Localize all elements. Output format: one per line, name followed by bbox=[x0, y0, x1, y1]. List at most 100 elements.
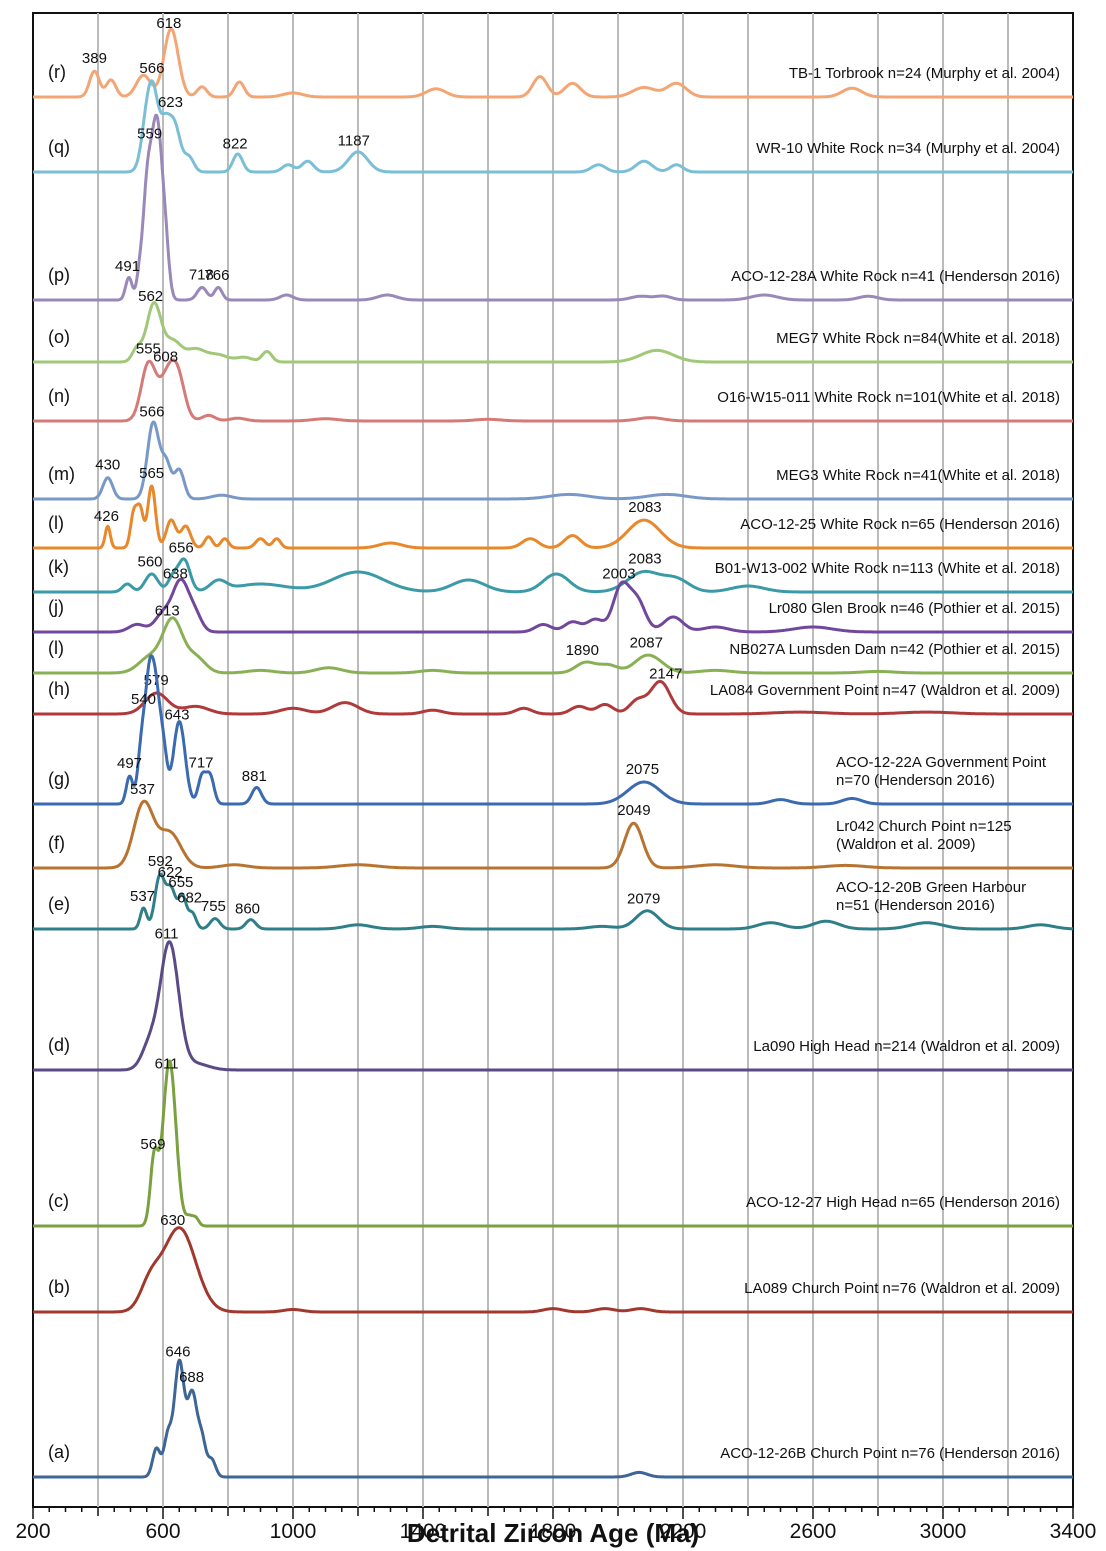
peak-label-1-3: 1187 bbox=[338, 133, 370, 150]
peak-label-1-1: 623 bbox=[158, 94, 183, 111]
series-2: (p) ACO-12-28A White Rock n=41 (Henderson… bbox=[32, 113, 1074, 302]
peak-label-13-0: 537 bbox=[130, 888, 155, 905]
series-line-9 bbox=[32, 616, 1074, 675]
series-16: (b) LA089 Church Point n=76 (Waldron et a… bbox=[32, 1212, 1074, 1314]
peak-label-17-1: 688 bbox=[179, 1369, 204, 1386]
peak-label-12-1: 2049 bbox=[617, 802, 650, 819]
peak-label-2-2: 718 bbox=[189, 267, 214, 284]
peak-label-13-4: 682 bbox=[177, 890, 202, 907]
series-0: (r) TB-1 Torbrook n=24 (Murphy et al. 200… bbox=[32, 15, 1074, 99]
grid-lines bbox=[97, 13, 1009, 1507]
series-letter-7: (k) bbox=[48, 557, 69, 577]
series-line-7 bbox=[32, 557, 1074, 594]
series-12: (f) Lr042 Church Point n=125(Waldron et a… bbox=[32, 781, 1074, 870]
peak-label-13-6: 860 bbox=[235, 901, 260, 918]
peak-label-7-0: 560 bbox=[137, 554, 162, 571]
series-letter-0: (r) bbox=[48, 62, 66, 82]
peak-label-4-0: 555 bbox=[136, 341, 161, 358]
peak-label-14-0: 611 bbox=[155, 926, 179, 943]
peak-label-13-3: 655 bbox=[168, 874, 193, 891]
series-9: (l) NB027A Lumsden Dam n=42 (Pothier et a… bbox=[32, 603, 1074, 675]
tick-label-600: 600 bbox=[145, 1520, 180, 1543]
tick-label-2600: 2600 bbox=[790, 1520, 837, 1543]
peak-label-11-0: 497 bbox=[117, 755, 142, 772]
peak-label-6-2: 2083 bbox=[628, 499, 661, 516]
peak-label-7-2: 2083 bbox=[628, 550, 661, 567]
series-letter-10: (h) bbox=[48, 679, 70, 699]
series-name-8: Lr080 Glen Brook n=46 (Pothier et al. 20… bbox=[769, 600, 1060, 617]
series-line-16 bbox=[32, 1226, 1074, 1314]
peak-label-1-2: 822 bbox=[223, 135, 248, 152]
series-line-17 bbox=[32, 1358, 1074, 1479]
series-line-8 bbox=[32, 577, 1074, 634]
series-15: (c) ACO-12-27 High Head n=65 (Henderson 2… bbox=[32, 1055, 1074, 1228]
series-name-16: LA089 Church Point n=76 (Waldron et al. … bbox=[744, 1280, 1060, 1297]
series-letter-4: (n) bbox=[48, 386, 70, 406]
series-letter-15: (c) bbox=[48, 1191, 69, 1211]
series-name2-13: n=51 (Henderson 2016) bbox=[836, 897, 995, 914]
peak-label-15-1: 611 bbox=[155, 1055, 179, 1072]
series-line-1 bbox=[32, 79, 1074, 174]
tick-label-2200: 2200 bbox=[660, 1520, 707, 1543]
series-name-13: ACO-12-20B Green Harbour bbox=[836, 879, 1026, 896]
series-letter-13: (e) bbox=[48, 894, 70, 914]
series-group: (r) TB-1 Torbrook n=24 (Murphy et al. 200… bbox=[32, 15, 1074, 1479]
series-line-10 bbox=[32, 679, 1074, 716]
peak-label-13-2: 622 bbox=[158, 864, 183, 881]
peak-label-2-1: 559 bbox=[137, 125, 162, 142]
series-3: (o) MEG7 White Rock n=84(White et al. 201… bbox=[32, 288, 1074, 364]
series-name-15: ACO-12-27 High Head n=65 (Henderson 2016… bbox=[746, 1194, 1060, 1211]
series-7: (k) B01-W13-002 White Rock n=113 (White e… bbox=[32, 540, 1074, 594]
peak-label-5-1: 566 bbox=[139, 403, 164, 420]
series-line-4 bbox=[32, 358, 1074, 423]
series-14: (d) La090 High Head n=214 (Waldron et al.… bbox=[32, 926, 1074, 1072]
peak-label-9-2: 2087 bbox=[630, 634, 663, 651]
peak-label-3-0: 562 bbox=[138, 288, 163, 305]
series-line-5 bbox=[32, 420, 1074, 501]
series-letter-9: (l) bbox=[48, 638, 64, 658]
series-line-12 bbox=[32, 799, 1074, 870]
series-line-2 bbox=[32, 113, 1074, 302]
peak-label-4-1: 608 bbox=[153, 348, 178, 365]
tick-label-3400: 3400 bbox=[1050, 1520, 1097, 1543]
series-name-6: ACO-12-25 White Rock n=65 (Henderson 201… bbox=[740, 516, 1060, 533]
series-name2-11: n=70 (Henderson 2016) bbox=[836, 772, 995, 789]
series-name-11: ACO-12-22A Government Point bbox=[836, 754, 1047, 771]
peak-label-16-0: 630 bbox=[160, 1212, 185, 1229]
peak-label-5-0: 430 bbox=[95, 457, 120, 474]
series-name-2: ACO-12-28A White Rock n=41 (Henderson 20… bbox=[731, 268, 1060, 285]
series-name-9: NB027A Lumsden Dam n=42 (Pothier et al. … bbox=[729, 641, 1060, 658]
series-letter-2: (p) bbox=[48, 265, 70, 285]
tick-label-1800: 1800 bbox=[530, 1520, 577, 1543]
series-letter-17: (a) bbox=[48, 1442, 70, 1462]
peak-label-0-0: 389 bbox=[82, 50, 107, 67]
peak-label-2-0: 491 bbox=[115, 258, 140, 275]
peak-label-9-0: 613 bbox=[155, 603, 180, 620]
series-name-3: MEG7 White Rock n=84(White et al. 2018) bbox=[776, 330, 1060, 347]
peak-label-7-1: 656 bbox=[169, 540, 194, 557]
peak-label-13-7: 2079 bbox=[627, 891, 660, 908]
series-name-17: ACO-12-26B Church Point n=76 (Henderson … bbox=[720, 1445, 1060, 1462]
peak-label-6-1: 565 bbox=[139, 465, 164, 482]
series-name-1: WR-10 White Rock n=34 (Murphy et al. 200… bbox=[756, 140, 1060, 157]
series-name-7: B01-W13-002 White Rock n=113 (White et a… bbox=[715, 560, 1060, 577]
peak-label-11-3: 717 bbox=[189, 754, 214, 771]
tick-label-1400: 1400 bbox=[400, 1520, 447, 1543]
series-letter-5: (m) bbox=[48, 464, 75, 484]
series-name-5: MEG3 White Rock n=41(White et al. 2018) bbox=[776, 467, 1060, 484]
series-letter-16: (b) bbox=[48, 1277, 70, 1297]
x-axis-title: Detrital Zircon Age (Ma) bbox=[407, 1518, 699, 1548]
peak-label-11-5: 2075 bbox=[626, 761, 659, 778]
peak-label-6-0: 426 bbox=[94, 508, 119, 525]
series-17: (a) ACO-12-26B Church Point n=76 (Henders… bbox=[32, 1343, 1074, 1479]
peak-label-8-1: 2003 bbox=[602, 565, 635, 582]
series-name-10: LA084 Government Point n=47 (Waldron et … bbox=[710, 682, 1060, 699]
series-letter-1: (q) bbox=[48, 137, 70, 157]
series-name-14: La090 High Head n=214 (Waldron et al. 20… bbox=[753, 1038, 1060, 1055]
series-line-6 bbox=[32, 484, 1074, 550]
series-letter-11: (g) bbox=[48, 769, 70, 789]
peak-label-1-0: 566 bbox=[139, 60, 164, 77]
